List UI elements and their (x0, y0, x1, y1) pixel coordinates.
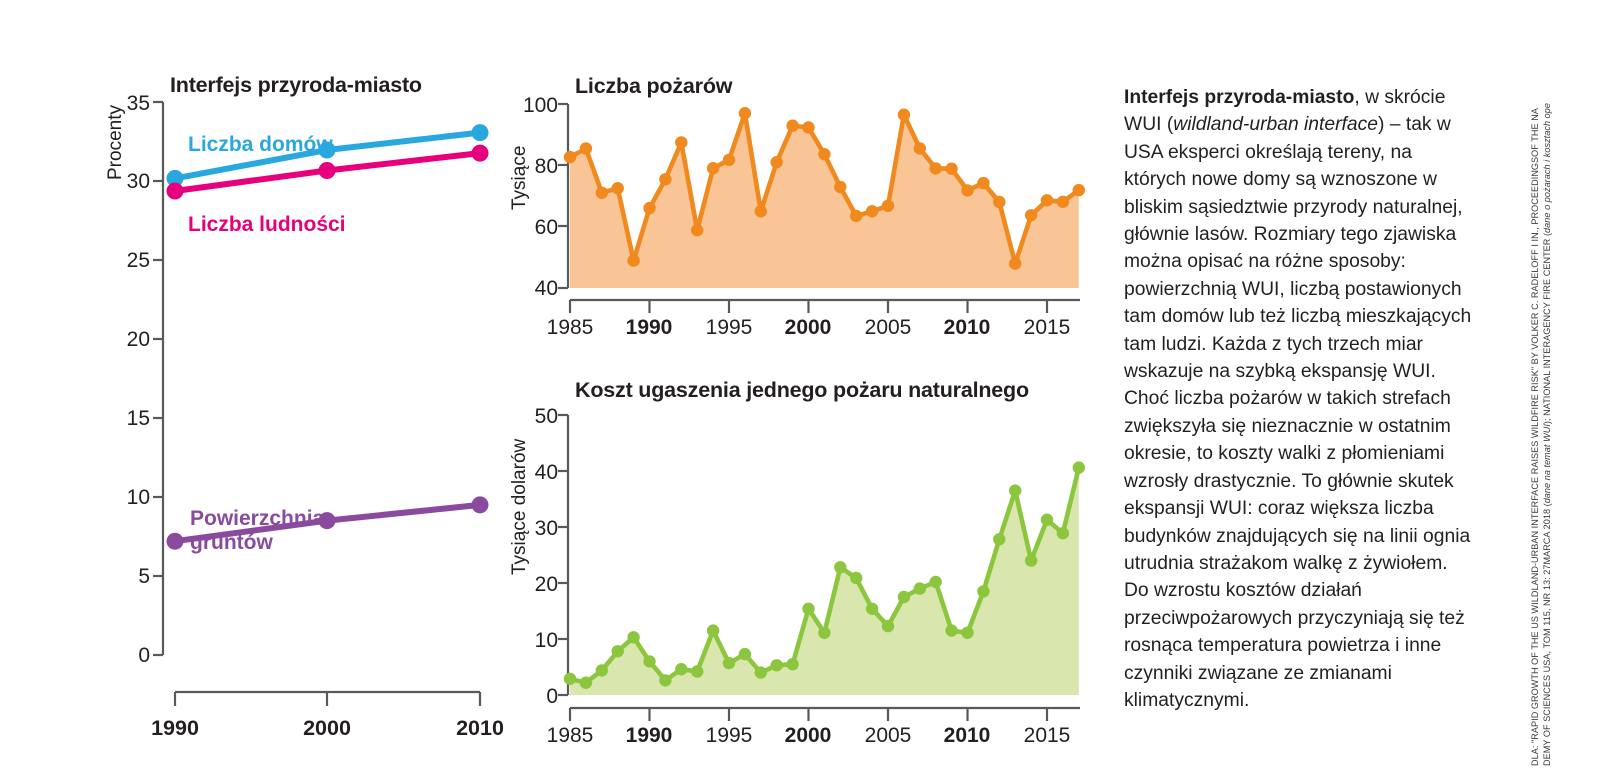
chart-title-wui: Interfejs przyroda-miasto (170, 73, 422, 97)
article-italic-term: wildland-urban interface (1173, 114, 1378, 136)
article-body: Interfejs przyroda-miasto, w skrócie WUI… (1124, 84, 1476, 714)
y-tick-fires-60: 60 (534, 216, 558, 239)
x-tick-wui-2000: 2000 (303, 716, 351, 740)
plot-cost (558, 413, 1085, 721)
x-tick-cost-2000: 2000 (784, 724, 832, 747)
chart-panel-cost: Koszt ugaszenia jednego pożaru naturalne… (480, 368, 1120, 768)
y-tick-wui-35: 35 (126, 92, 150, 115)
x-tick-cost-2010: 2010 (943, 724, 991, 747)
x-tick-fires-2005: 2005 (864, 316, 912, 339)
article-lead: Interfejs przyroda-miasto (1124, 87, 1355, 108)
source-credit-line-2-a: DEMY OF SCIENCES USA, TOM 115, NR 13: 27… (1542, 503, 1552, 766)
y-tick-wui-20: 20 (126, 328, 150, 351)
article-after-lead: , w skrócie WUI ( (1124, 87, 1446, 136)
x-tick-fires-2015: 2015 (1023, 316, 1071, 339)
x-tick-cost-1995: 1995 (705, 724, 753, 747)
y-tick-wui-15: 15 (126, 407, 150, 430)
plot-fires (558, 102, 1085, 313)
y-tick-cost-20: 20 (534, 573, 558, 596)
y-tick-cost-30: 30 (534, 517, 558, 540)
x-tick-fires-2010: 2010 (943, 316, 991, 339)
x-tick-cost-2015: 2015 (1023, 724, 1071, 747)
article-rest: ) – tak w USA eksperci określają tereny,… (1124, 114, 1472, 711)
y-tick-wui-25: 25 (126, 249, 150, 272)
series-markers-cost (563, 461, 1085, 689)
x-tick-fires-2000: 2000 (784, 316, 832, 339)
y-tick-wui-10: 10 (126, 486, 150, 509)
y-tick-cost-40: 40 (534, 461, 558, 484)
chart-panel-wui: Interfejs przyroda-miasto Procenty 35 30… (0, 0, 520, 768)
y-tick-wui-0: 0 (138, 644, 150, 667)
chart-panel-fires: Liczba pożarów Tysiące 100 80 60 40 (480, 60, 1120, 360)
y-tick-fires-80: 80 (534, 155, 558, 178)
x-tick-fires-1990: 1990 (625, 316, 673, 339)
area-fill-fires (570, 113, 1079, 288)
y-tick-fires-40: 40 (534, 277, 558, 300)
chart-title-fires: Liczba pożarów (575, 74, 733, 98)
y-tick-wui-5: 5 (138, 565, 150, 588)
series-markers-fires (563, 107, 1085, 270)
legend-label-houses: Liczba domów (188, 133, 333, 156)
source-credit-line-2: DEMY OF SCIENCES USA, TOM 115, NR 13: 27… (1542, 103, 1552, 766)
plot-wui (153, 100, 489, 706)
source-credit-line-2-italic-1: dane na temat WUI (1542, 424, 1552, 504)
source-credit-line-2-italic-2: dane o pożarach i kosztach ope (1542, 103, 1552, 233)
y-tick-cost-50: 50 (534, 405, 558, 428)
y-tick-fires-100: 100 (522, 94, 558, 117)
source-credit-line-1-text: DLA: "RAPID GROWTH OF THE US WILDLAND-UR… (1530, 108, 1540, 766)
x-tick-wui-1990: 1990 (151, 716, 199, 740)
x-tick-fires-1995: 1995 (705, 316, 753, 339)
area-fill-cost (570, 467, 1079, 695)
y-tick-cost-10: 10 (534, 629, 558, 652)
chart-title-cost: Koszt ugaszenia jednego pożaru naturalne… (575, 378, 1029, 402)
x-tick-cost-2005: 2005 (864, 724, 912, 747)
x-tick-wui-2010: 2010 (456, 716, 504, 740)
x-tick-cost-1990: 1990 (625, 724, 673, 747)
x-tick-cost-1985: 1985 (546, 724, 594, 747)
legend-label-land: Powierzchnia gruntów (190, 507, 325, 554)
y-tick-wui-30: 30 (126, 170, 150, 193)
legend-label-population: Liczba ludności (188, 213, 346, 236)
source-credit-line-2-b: ); NATIONAL INTERAGENCY FIRE CENTER ( (1542, 232, 1552, 425)
x-tick-fires-1985: 1985 (546, 316, 594, 339)
y-tick-cost-0: 0 (546, 685, 558, 708)
source-credit-line-1: DLA: "RAPID GROWTH OF THE US WILDLAND-UR… (1530, 108, 1540, 766)
legend-label-land-text: Powierzchnia gruntów (190, 507, 325, 554)
